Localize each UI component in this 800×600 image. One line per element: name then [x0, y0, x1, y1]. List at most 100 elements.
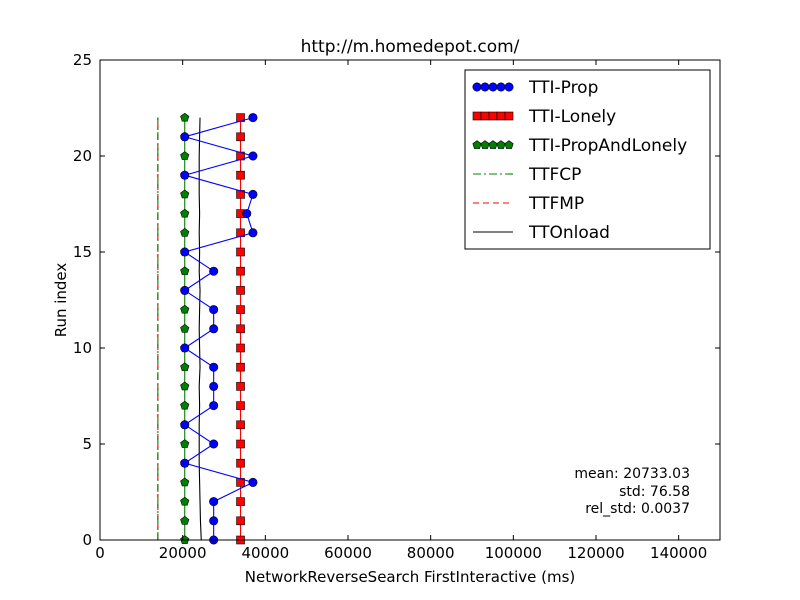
y-tick-label: 15: [73, 243, 92, 261]
point-tti-lonely: [236, 324, 245, 334]
legend-label-ttfcp: TTFCP: [528, 165, 581, 185]
legend-marker-tti-prop: [488, 82, 498, 92]
point-tti-prop: [209, 439, 219, 449]
point-tti-propandlonely: [180, 362, 190, 372]
x-tick-label: 120000: [567, 544, 624, 562]
legend-entry-ttonload: TTOnload: [473, 223, 610, 243]
legend-entry-ttfcp: TTFCP: [473, 165, 581, 185]
chart-title: http://m.homedepot.com/: [301, 37, 520, 57]
legend-entry-tti-propandlonely: TTI-PropAndLonely: [472, 136, 687, 156]
plot-frame: [99, 59, 721, 541]
legend-marker-tti-lonely: [480, 111, 490, 121]
point-tti-prop: [248, 151, 258, 161]
point-tti-lonely: [236, 401, 245, 410]
legend-marker-tti-lonely: [488, 111, 498, 121]
point-tti-lonely: [236, 247, 245, 257]
point-tti-prop: [180, 420, 190, 430]
y-tick-label: 5: [82, 435, 92, 453]
legend-marker-tti-lonely: [496, 111, 506, 121]
point-tti-prop: [209, 266, 219, 276]
point-tti-prop: [209, 305, 219, 315]
point-tti-prop: [180, 343, 190, 353]
point-tti-lonely: [236, 286, 245, 295]
legend-label-tti-prop: TTI-Prop: [528, 78, 598, 98]
legend-label-tti-lonely: TTI-Lonely: [528, 107, 616, 127]
series-tti-prop: [180, 113, 258, 545]
point-tti-prop: [180, 170, 190, 180]
point-tti-propandlonely: [180, 208, 190, 218]
point-tti-lonely: [236, 266, 245, 276]
legend-marker-tti-lonely: [504, 111, 514, 121]
point-tti-lonely: [236, 132, 245, 142]
point-tti-propandlonely: [180, 400, 190, 410]
series-line-ttonload: [198, 117, 202, 541]
stats-annotation: mean: 20733.03 std: 76.58 rel_std: 0.003…: [574, 466, 690, 517]
y-tick-label: 20: [73, 147, 92, 165]
point-tti-lonely: [236, 343, 245, 353]
point-tti-lonely: [236, 170, 245, 180]
point-tti-lonely: [236, 458, 245, 468]
point-tti-propandlonely: [180, 112, 190, 122]
legend-marker-tti-propandlonely: [472, 140, 482, 149]
x-tick-label: 0: [95, 544, 105, 562]
point-tti-propandlonely: [180, 324, 190, 333]
legend-entry-ttfmp: TTFMP: [473, 194, 584, 214]
point-tti-prop: [209, 497, 219, 507]
y-axis-title: Run index: [52, 263, 70, 338]
point-tti-prop: [248, 113, 258, 123]
point-tti-prop: [209, 401, 219, 411]
point-tti-prop: [209, 362, 219, 372]
point-tti-propandlonely: [180, 228, 190, 237]
point-tti-prop: [180, 458, 190, 468]
point-tti-propandlonely: [180, 266, 190, 276]
point-tti-lonely: [236, 382, 245, 391]
point-tti-propandlonely: [180, 516, 190, 525]
point-tti-prop: [180, 285, 190, 295]
point-tti-prop: [180, 132, 190, 142]
legend-label-tti-propandlonely: TTI-PropAndLonely: [528, 136, 687, 156]
data-layer: [157, 112, 258, 545]
stat-rel-std: rel_std: 0.0037: [585, 501, 690, 517]
legend-marker-tti-prop: [504, 82, 514, 92]
legend-label-ttfmp: TTFMP: [528, 194, 584, 214]
legend-marker-tti-propandlonely: [488, 140, 498, 149]
point-tti-lonely: [236, 420, 245, 430]
stat-std: std: 76.58: [619, 484, 690, 500]
y-tick-label: 25: [73, 51, 92, 69]
x-tick-label: 20000: [159, 544, 207, 562]
x-tick-label: 140000: [650, 544, 707, 562]
y-tick-label: 0: [82, 531, 92, 549]
point-tti-propandlonely: [180, 381, 190, 391]
point-tti-prop: [209, 324, 219, 334]
legend-box: [464, 69, 711, 250]
point-tti-prop: [180, 247, 190, 257]
legend-marker-tti-prop: [472, 82, 482, 92]
legend-marker-tti-prop: [480, 82, 490, 92]
x-axis-title: NetworkReverseSearch FirstInteractive (m…: [245, 568, 576, 586]
point-tti-lonely: [236, 439, 245, 449]
axes-layer: 0 20000 40000 60000 80000 100000 120000 140000 0…: [73, 51, 720, 562]
legend-entry-tti-prop: TTI-Prop: [472, 78, 598, 98]
point-tti-lonely: [236, 362, 245, 372]
point-tti-propandlonely: [180, 151, 190, 160]
x-tick-label: 40000: [241, 544, 289, 562]
series-ttonload: [198, 117, 202, 541]
legend-entry-tti-lonely: TTI-Lonely: [472, 107, 616, 127]
point-tti-lonely: [236, 516, 245, 526]
legend-marker-tti-propandlonely: [496, 140, 506, 149]
x-tick-label: 60000: [324, 544, 372, 562]
x-tick-label: 80000: [407, 544, 455, 562]
point-tti-propandlonely: [180, 496, 190, 506]
y-tick-label: 10: [73, 339, 92, 357]
legend: TTI-Prop TTI-Lonely TTI-PropAndLonely TTFCP…: [464, 69, 711, 250]
point-tti-prop: [248, 228, 258, 238]
point-tti-prop: [248, 189, 258, 199]
point-tti-propandlonely: [180, 189, 190, 199]
point-tti-lonely: [236, 305, 245, 314]
point-tti-prop: [242, 209, 252, 219]
legend-label-ttonload: TTOnload: [528, 223, 610, 243]
point-tti-prop: [209, 381, 219, 391]
stat-mean: mean: 20733.03: [574, 466, 690, 482]
point-tti-lonely: [236, 497, 245, 506]
